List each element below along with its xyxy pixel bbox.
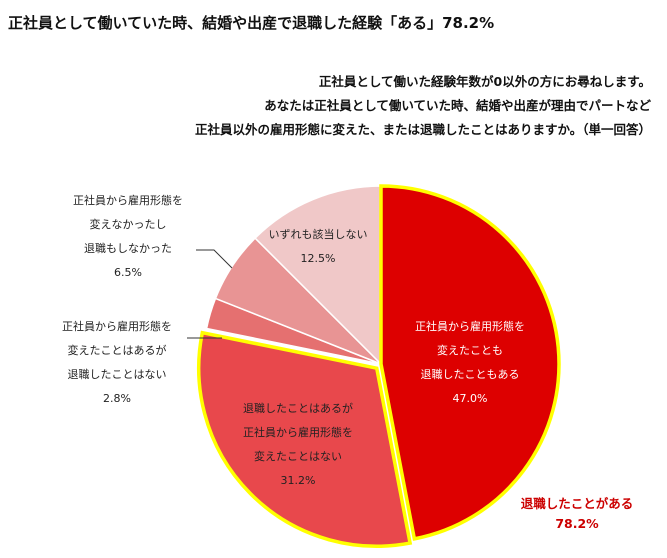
slice-value-label: 12.5% <box>301 252 336 265</box>
slice-value-label: 6.5% <box>114 266 142 279</box>
callout-label: 退職したことがある <box>521 496 634 511</box>
slice-category-label: 退職したことはあるが <box>243 401 353 415</box>
slice-value-label: 31.2% <box>281 474 316 487</box>
leader-line <box>196 249 233 269</box>
slice-category-label: 正社員から雇用形態を <box>62 319 172 333</box>
question-line: 正社員として働いた経験年数が0以外の方にお尋ねします。 <box>318 74 651 89</box>
pie-slice <box>379 184 561 541</box>
question-line: あなたは正社員として働いていた時、結婚や出産が理由でパートなど <box>264 98 651 113</box>
slice-category-label: 正社員から雇用形態を <box>243 425 353 439</box>
slice-category-label: 変えたことはない <box>254 449 342 463</box>
callout-value: 78.2% <box>555 516 599 531</box>
slice-category-label: 退職もしなかった <box>84 242 172 255</box>
pie-slice <box>254 185 382 366</box>
question-line: 正社員以外の雇用形態に変えた、または退職したことはありますか。（単一回答） <box>194 122 651 137</box>
slice-category-label: いずれも該当しない <box>269 227 368 241</box>
slice-category-label: 変えたことも <box>437 343 503 357</box>
page-title: 正社員として働いていた時、結婚や出産で退職した経験「ある」78.2% <box>8 14 495 32</box>
slice-category-label: 退職したこともある <box>421 368 520 381</box>
question-text: 正社員として働いた経験年数が0以外の方にお尋ねします。 あなたは正社員として働い… <box>91 70 651 142</box>
slice-category-label: 退職したことはない <box>68 368 167 381</box>
slice-category-label: 変えなかったし <box>90 217 167 231</box>
pie-slice <box>197 330 413 548</box>
slice-category-label: 正社員から雇用形態を <box>415 319 525 333</box>
slice-value-label: 2.8% <box>103 392 131 405</box>
slice-value-label: 47.0% <box>453 392 488 405</box>
slice-category-label: 正社員から雇用形態を <box>73 193 183 207</box>
slice-category-label: 変えたことはあるが <box>68 343 167 357</box>
